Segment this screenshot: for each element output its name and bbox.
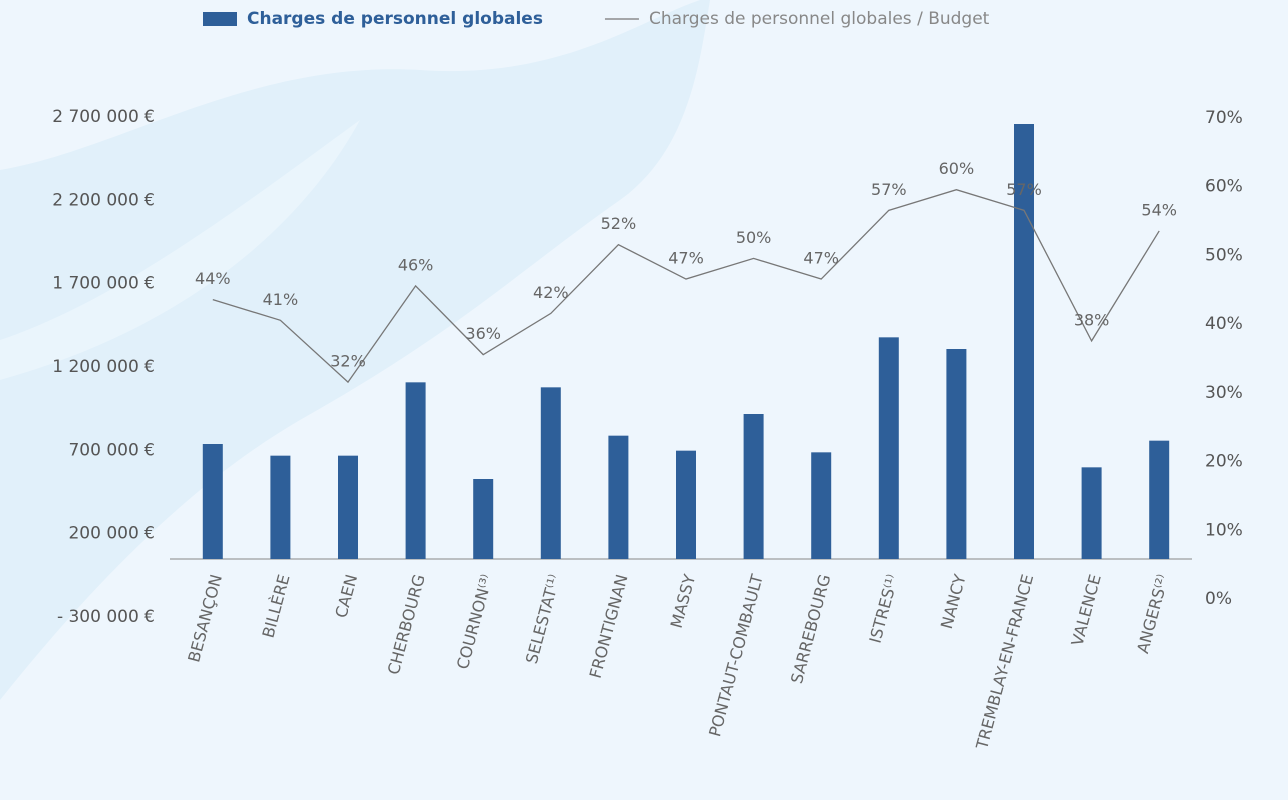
bar (608, 435, 629, 559)
bar (1149, 440, 1170, 559)
bar (405, 382, 426, 559)
y2-tick-label: 10% (1205, 520, 1243, 540)
y2-tick-label: 60% (1205, 177, 1243, 197)
data-label: 54% (1141, 200, 1177, 219)
y-tick-label: - 300 000 € (57, 607, 155, 627)
bar (338, 455, 358, 559)
x-tick-label: COURNON⁽³⁾ (453, 572, 497, 671)
x-tick-label: CAEN (331, 572, 361, 620)
y-tick-label: 700 000 € (68, 440, 155, 460)
data-label: 44% (195, 269, 231, 288)
data-label: 50% (736, 228, 772, 247)
bar (946, 349, 967, 559)
data-label: 47% (668, 249, 704, 268)
x-tick-label: CHERBOURG (384, 572, 429, 676)
background-shape (0, 0, 710, 700)
data-label: 36% (465, 324, 501, 343)
legend-label: Charges de personnel globales (247, 9, 543, 29)
y-tick-label: 2 200 000 € (52, 190, 155, 210)
bar (676, 450, 696, 559)
x-tick-label: FRONTIGNAN (586, 572, 632, 680)
data-label: 32% (330, 352, 366, 371)
data-label: 60% (939, 159, 975, 178)
y2-tick-label: 30% (1205, 383, 1243, 403)
y2-tick-label: 40% (1205, 314, 1243, 334)
data-label: 46% (398, 255, 434, 274)
legend-label: Charges de personnel globales / Budget (649, 9, 990, 29)
x-tick-label: ANGERS⁽²⁾ (1133, 572, 1172, 655)
data-label: 38% (1074, 310, 1110, 329)
data-label: 42% (533, 283, 569, 302)
line (212, 189, 1160, 384)
bar (1081, 467, 1102, 559)
bar (743, 414, 764, 559)
bar (878, 337, 899, 559)
x-tick-label: VALENCE (1068, 572, 1105, 648)
bar (811, 452, 832, 559)
y2-tick-label: 70% (1205, 108, 1243, 128)
data-label: 52% (601, 214, 637, 233)
x-tick-label: SARREBOURG (787, 572, 834, 685)
x-tick-label: BESANÇON (184, 572, 226, 664)
x-tick-label: TREMBLAY-EN-FRANCE (972, 572, 1037, 752)
background-shape (0, 120, 360, 380)
bar (270, 455, 291, 559)
x-tick-label: ISTRES⁽¹⁾ (865, 572, 902, 645)
data-label: 47% (803, 249, 839, 268)
x-tick-label: NANCY (937, 572, 970, 631)
x-tick-label: MASSY (667, 572, 700, 630)
legend-swatch (203, 12, 237, 26)
x-tick-label: PONTAUT-COMBAULT (705, 572, 767, 739)
y2-tick-label: 20% (1205, 452, 1243, 472)
y-tick-label: 1 200 000 € (52, 357, 155, 377)
y2-tick-label: 50% (1205, 245, 1243, 265)
x-tick-label: BILLÈRE (258, 572, 293, 640)
y-tick-label: 2 700 000 € (52, 107, 155, 127)
y-tick-label: 1 700 000 € (52, 274, 155, 294)
y2-tick-label: 0% (1205, 589, 1232, 609)
data-label: 57% (1006, 180, 1042, 199)
bar (202, 444, 223, 559)
data-label: 41% (263, 290, 299, 309)
bar (473, 479, 494, 559)
x-tick-label: SELESTAT⁽¹⁾ (522, 572, 564, 666)
bar (540, 387, 561, 559)
y-tick-label: 200 000 € (68, 524, 155, 544)
bar (1014, 124, 1034, 559)
data-label: 57% (871, 180, 907, 199)
